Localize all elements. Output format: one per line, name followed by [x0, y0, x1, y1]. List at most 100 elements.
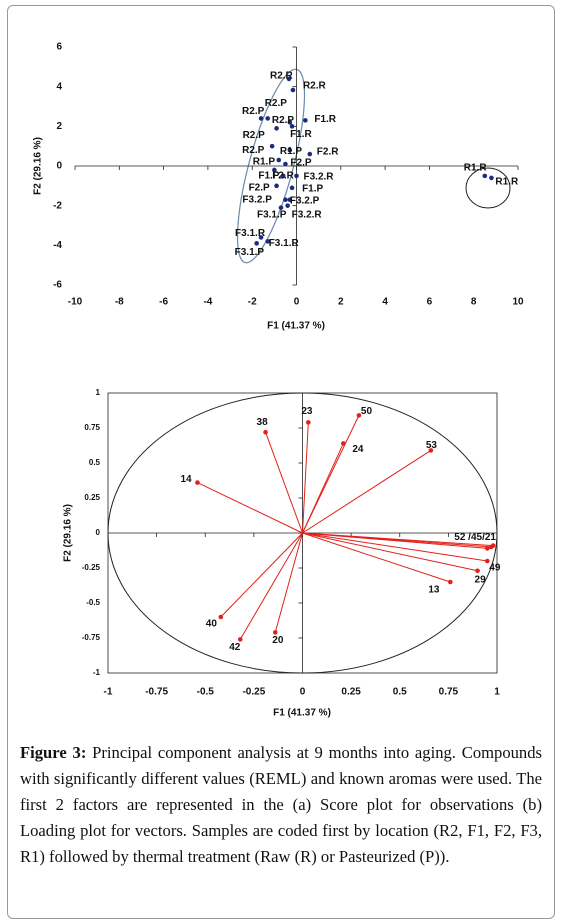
- point-label: F3.2.R: [292, 209, 323, 220]
- vector-tip: [475, 568, 480, 574]
- y-tick-label: -0.5: [86, 598, 100, 607]
- point-label: 38: [257, 417, 269, 428]
- point: [287, 197, 293, 203]
- x-tick-label: 0: [300, 687, 306, 698]
- y-tick-label: -0.25: [82, 563, 101, 572]
- x-tick-label: 0.5: [393, 687, 407, 698]
- point-label: F3.2.R: [304, 172, 335, 183]
- point: [265, 116, 271, 121]
- x-tick-label: -6: [159, 297, 168, 308]
- point-label: F3.1.P: [235, 247, 265, 258]
- vector: [220, 532, 303, 618]
- x-axis-title: F1 (41.37 %): [273, 708, 331, 719]
- x-tick-label: 8: [471, 297, 477, 308]
- x-tick-label: -0.25: [242, 687, 265, 698]
- point-label: 42: [229, 642, 241, 653]
- point-label: 23: [301, 406, 313, 417]
- y-tick-label: 6: [56, 42, 62, 53]
- point: [482, 173, 488, 179]
- caption-label: Figure 3:: [20, 743, 87, 762]
- vector: [302, 422, 309, 534]
- point-label: 29: [475, 574, 487, 585]
- y-tick-label: 1: [96, 388, 101, 397]
- point: [287, 147, 293, 153]
- point-label: F1.R: [314, 114, 336, 125]
- vector: [302, 449, 432, 534]
- vector-tip: [263, 429, 268, 435]
- vector: [239, 532, 303, 640]
- y-axis-title: F2 (29.16 %): [63, 504, 74, 562]
- point: [289, 124, 295, 129]
- vector-tip: [272, 630, 278, 635]
- x-tick-label: 4: [382, 297, 388, 308]
- caption-text: Principal component analysis at 9 months…: [20, 743, 542, 866]
- point-label: F3.1.R: [269, 238, 300, 249]
- point-label: 20: [272, 635, 284, 646]
- point: [265, 239, 271, 244]
- x-tick-label: -8: [115, 297, 124, 308]
- point-label: 52 /45/21: [454, 532, 496, 543]
- point: [294, 173, 299, 179]
- point: [258, 116, 264, 121]
- point-label: F2.P: [249, 182, 270, 193]
- point: [285, 203, 290, 208]
- x-tick-label: 0: [294, 297, 300, 308]
- point-label: F3.2.P: [242, 194, 272, 205]
- x-tick-label: 6: [427, 297, 433, 308]
- point-label: R2.R: [303, 81, 327, 92]
- y-tick-label: 0: [56, 161, 62, 172]
- vector-tip: [428, 448, 434, 453]
- point-label: R1.R: [495, 177, 519, 188]
- x-tick-label: 0.25: [341, 687, 361, 698]
- x-tick-label: 1: [494, 687, 500, 698]
- figure-frame: [7, 5, 555, 919]
- point-label: F2.P: [290, 158, 311, 169]
- vector: [265, 432, 303, 534]
- point: [258, 235, 264, 240]
- y-tick-label: 2: [56, 121, 62, 132]
- vector: [302, 443, 344, 534]
- x-tick-label: 2: [338, 297, 344, 308]
- point-label: R2.P: [265, 98, 288, 109]
- point-label: 24: [352, 444, 364, 455]
- point-label: R2.P: [272, 115, 295, 126]
- point-label: F1.P: [258, 171, 279, 182]
- x-tick-label: -4: [203, 297, 212, 308]
- vector: [302, 532, 478, 572]
- point-label: R2.P: [243, 130, 266, 141]
- vector-tip: [356, 413, 362, 418]
- y-tick-label: 0.5: [89, 458, 101, 467]
- point: [269, 143, 275, 149]
- point-label: F2.R: [317, 147, 339, 158]
- x-axis-title: F1 (41.37 %): [267, 321, 325, 332]
- vector: [302, 532, 451, 583]
- y-tick-label: 0: [96, 528, 101, 537]
- figure-caption: Figure 3: Principal component analysis a…: [20, 740, 542, 870]
- point: [272, 167, 277, 173]
- vector: [197, 482, 303, 534]
- point: [283, 161, 288, 167]
- point: [307, 151, 313, 157]
- point-label: R1.R: [464, 163, 488, 174]
- vector-tip: [306, 420, 311, 425]
- vector: [274, 532, 303, 633]
- y-tick-label: -1: [93, 668, 101, 677]
- point: [283, 197, 288, 203]
- point-label: 50: [361, 406, 373, 417]
- vector-tip: [484, 558, 490, 564]
- vector-tip: [341, 441, 346, 446]
- group-ellipse: [465, 167, 511, 209]
- x-tick-label: -1: [104, 687, 113, 698]
- y-tick-label: -0.75: [82, 633, 101, 642]
- point: [280, 173, 286, 179]
- point: [290, 87, 296, 93]
- point: [274, 126, 279, 131]
- point: [289, 185, 295, 191]
- point: [303, 118, 308, 123]
- point-label: 49: [489, 563, 501, 574]
- vector-tip: [490, 543, 496, 548]
- point-label: F1.R: [290, 129, 312, 140]
- point: [287, 120, 293, 125]
- point: [489, 175, 494, 181]
